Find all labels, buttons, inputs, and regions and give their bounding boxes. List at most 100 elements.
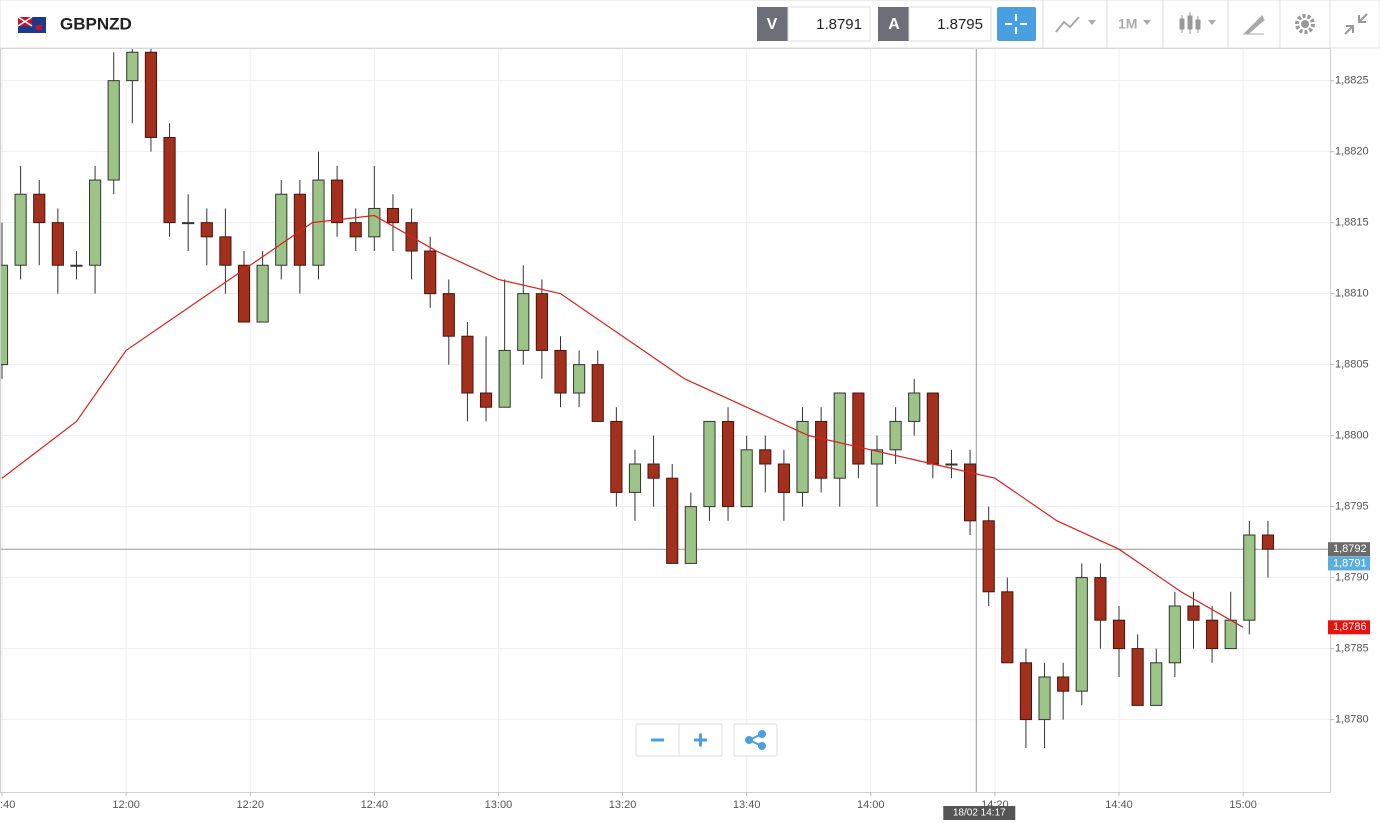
price-tag-label: 1,8792 (1333, 543, 1367, 555)
crosshair-button[interactable] (997, 7, 1036, 41)
y-tick-label: 1,8795 (1335, 501, 1369, 513)
symbol: GBPNZD (60, 14, 132, 33)
flag-icon (17, 16, 46, 33)
x-tick-label: 13:20 (609, 799, 637, 811)
plot-area (0, 38, 1330, 792)
candle-body (1001, 591, 1014, 664)
price-tag-label: 1,8786 (1333, 621, 1367, 633)
toolbar-dividers (1042, 0, 1331, 48)
draw-icon[interactable] (1242, 15, 1265, 35)
moving-average (1, 214, 1244, 628)
candle-body (517, 293, 530, 351)
candle-body (628, 463, 642, 493)
candle-body (331, 179, 344, 224)
zoom-in-button[interactable] (694, 733, 707, 747)
toolbar: GBPNZD V 1.8791 A 1.8795 1M (0, 0, 1380, 49)
candle-body (293, 193, 306, 266)
candle-body (219, 236, 232, 266)
candle-body (1261, 534, 1275, 550)
candle-body (647, 463, 660, 479)
candle-body (926, 392, 939, 465)
candle-body (684, 506, 697, 564)
y-tick-label: 1,8785 (1335, 643, 1369, 655)
candle-body (535, 293, 548, 351)
candle-body (833, 392, 846, 479)
candle-body (1243, 534, 1256, 621)
candle-body (1150, 662, 1163, 706)
candle-body (275, 193, 288, 266)
price-tag (1328, 556, 1370, 571)
candle-body (666, 477, 679, 564)
candle-body (461, 335, 474, 394)
x-tick-label: 12:40 (361, 799, 389, 811)
candle-body (126, 51, 139, 82)
candle-body (1168, 605, 1181, 664)
candle-body (498, 349, 511, 408)
candle-body (573, 364, 586, 394)
candle-body (368, 207, 381, 238)
candle-body (1131, 648, 1144, 706)
y-tick-label: 1,8825 (1335, 75, 1369, 87)
candle-body (945, 463, 958, 466)
candle-body (591, 364, 604, 422)
x-tick-label: 11:40 (0, 799, 15, 811)
dropdown-arrow (1208, 20, 1216, 25)
x-tick-label: 15:00 (1229, 799, 1257, 811)
candle-body (1206, 619, 1219, 650)
dropdown-arrow (1088, 20, 1096, 25)
candle-body (237, 264, 251, 323)
candle-icon[interactable] (1179, 12, 1201, 34)
crosshair-label: 18/02 14:17 (953, 808, 1006, 819)
ask-label: A (888, 16, 900, 33)
x-tick-label: 14:00 (857, 799, 885, 811)
bid-label: V (767, 16, 778, 33)
price-tag (1328, 542, 1370, 557)
x-tick-label: 13:40 (733, 799, 761, 811)
y-tick-label: 1,8805 (1335, 359, 1369, 371)
candle-body (88, 179, 102, 266)
candle-body (51, 222, 64, 266)
candle-body (349, 222, 362, 238)
candle-body (70, 264, 83, 267)
candle-body (908, 392, 921, 422)
timeframe[interactable]: 1M (1118, 16, 1137, 32)
ask-button[interactable] (878, 7, 909, 41)
y-tick-label: 1,8815 (1335, 217, 1369, 229)
candle-body (479, 392, 493, 408)
candle-body (33, 193, 46, 224)
candle-body (1057, 676, 1070, 692)
zoom-controls (635, 723, 778, 757)
y-tick-label: 1,8790 (1335, 572, 1369, 584)
candle-body (796, 420, 809, 493)
fullscreen-icon[interactable] (1344, 13, 1368, 35)
crosshair-tag (943, 806, 1016, 820)
candle-body (163, 136, 176, 224)
candle-body (1038, 676, 1051, 721)
candle-body (442, 293, 455, 337)
x-tick-label: 12:00 (112, 799, 140, 811)
candle-body (703, 420, 716, 508)
candle-body (1075, 577, 1088, 692)
candle-body (256, 264, 269, 323)
settings-icon[interactable] (1295, 14, 1315, 34)
candle-body (1224, 619, 1237, 650)
candle-body (610, 420, 623, 493)
candle-body (182, 222, 195, 225)
toolbar-bg (0, 0, 1380, 49)
candle-body (815, 420, 828, 479)
bid-button[interactable] (757, 7, 788, 41)
candle-body (982, 520, 995, 593)
share-button[interactable] (733, 723, 778, 757)
candle-body (777, 463, 790, 493)
bid-price: 1.8791 (816, 16, 862, 33)
crosshair-icon (1005, 14, 1027, 34)
candle-body (759, 449, 772, 465)
y-tick-label: 1,8810 (1335, 288, 1369, 300)
chart-type-icon[interactable] (1055, 16, 1080, 33)
candle-body (889, 420, 902, 451)
price-tag-label: 1,8791 (1333, 557, 1367, 569)
candle-body (386, 207, 400, 224)
settings-icon-center (1301, 20, 1309, 28)
